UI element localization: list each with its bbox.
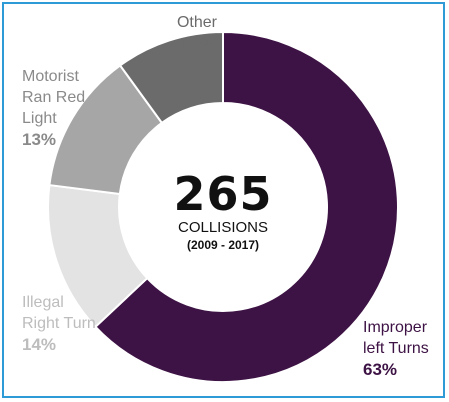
donut-slice-other — [118, 30, 224, 125]
donut-slice-improper-left-turns — [94, 30, 399, 383]
slice-name: Motorist Ran Red Light — [22, 68, 86, 127]
total-collisions-value: 265 — [173, 167, 273, 221]
period-label: (2009 - 2017) — [186, 238, 260, 252]
slice-name: Improper left Turns — [363, 319, 429, 357]
slice-label-other: Other 10% — [160, 12, 234, 55]
slice-percent: 13% — [22, 130, 57, 149]
slice-percent: 63% — [363, 360, 398, 379]
slice-percent: 10% — [179, 34, 215, 53]
slice-label-motorist-ran-red-light: Motorist Ran Red Light 13% — [22, 66, 85, 151]
slice-label-improper-left-turns: Improper left Turns 63% — [363, 317, 429, 381]
slice-label-illegal-right-turn: Illegal Right Turn 14% — [22, 292, 96, 356]
slice-name: Illegal Right Turn — [22, 294, 96, 332]
slice-name: Other — [176, 14, 217, 31]
donut-center: 265 COLLISIONS (2009 - 2017) — [158, 170, 288, 253]
slice-percent: 14% — [22, 335, 57, 354]
total-collisions-unit: COLLISIONS — [177, 219, 269, 236]
